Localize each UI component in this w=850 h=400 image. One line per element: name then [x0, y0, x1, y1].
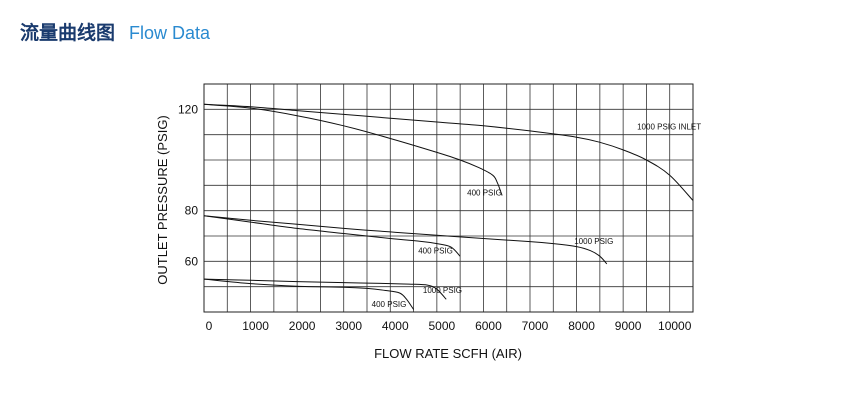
x-tick-label: 5000	[429, 319, 456, 333]
x-tick-label: 4000	[382, 319, 409, 333]
x-tick-label: 10000	[658, 319, 692, 333]
series-line	[203, 103, 503, 196]
y-axis-label: OUTLET PRESSURE (PSIG)	[155, 115, 170, 285]
series-line	[203, 278, 415, 310]
series-line	[203, 215, 608, 265]
curve-label: 400 PSIG	[418, 247, 453, 256]
curve-labels: 1000 PSIG INLET 400 PSIG 1000 PSIG 400 PSIG…	[372, 123, 702, 309]
plot-frame	[203, 83, 694, 313]
curve-label: 1000 PSIG INLET	[637, 123, 701, 132]
x-tick-label: 0	[206, 319, 213, 333]
series-line	[203, 215, 461, 257]
x-tick-label: 6000	[475, 319, 502, 333]
page-title-chinese: 流量曲线图	[20, 22, 116, 44]
curve-label: 1000 PSIG	[423, 286, 462, 295]
y-tick-label: 60	[185, 254, 199, 268]
page-header: 流量曲线图 Flow Data	[20, 18, 210, 45]
x-tick-label: 7000	[522, 319, 549, 333]
x-tick-label: 3000	[335, 319, 362, 333]
x-tick-label: 2000	[289, 319, 316, 333]
curve-label: 400 PSIG	[372, 300, 407, 309]
x-tick-label: 1000	[242, 319, 269, 333]
curve-label: 400 PSIG	[467, 188, 502, 197]
x-tick-label: 8000	[568, 319, 595, 333]
x-tick-labels: 0 1000 2000 3000 4000 5000 6000 7000 8000 9000 100…	[206, 319, 692, 333]
series-line	[203, 103, 694, 201]
y-tick-label: 80	[185, 204, 199, 218]
series-line	[203, 278, 447, 300]
series-group	[203, 103, 694, 310]
page-title-english: Flow Data	[129, 23, 211, 43]
x-tick-label: 9000	[615, 319, 642, 333]
y-tick-labels: 120 80 60	[178, 102, 198, 268]
x-axis-label: FLOW RATE SCFH (AIR)	[374, 346, 522, 361]
curve-label: 1000 PSIG	[574, 237, 613, 246]
chart-grid	[204, 84, 693, 312]
y-tick-label: 120	[178, 102, 198, 116]
